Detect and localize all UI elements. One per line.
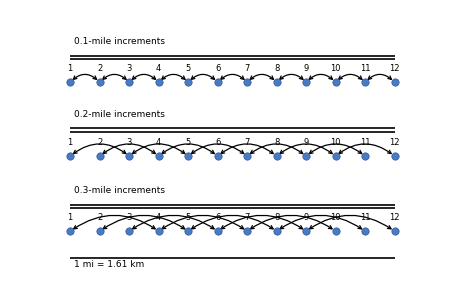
Point [332,80,339,85]
Text: 1 mi = 1.61 km: 1 mi = 1.61 km [74,260,144,268]
Text: 9: 9 [303,213,309,222]
Text: 7: 7 [244,213,250,222]
Text: 3: 3 [126,213,132,222]
Text: 6: 6 [215,64,220,74]
Point [273,229,280,234]
Text: 0.2-mile increments: 0.2-mile increments [74,110,165,119]
Text: 0.3-mile increments: 0.3-mile increments [74,186,165,195]
Point [332,229,339,234]
Point [391,80,398,85]
Text: 11: 11 [360,213,370,222]
Point [391,229,398,234]
Point [126,229,133,234]
Text: 2: 2 [97,64,102,74]
Text: 1: 1 [68,138,73,147]
Point [302,229,310,234]
Point [273,80,280,85]
Point [243,154,251,158]
Point [361,80,369,85]
Point [67,229,74,234]
Text: 4: 4 [156,64,161,74]
Point [273,154,280,158]
Point [243,229,251,234]
Text: 12: 12 [389,138,400,147]
Text: 10: 10 [330,138,341,147]
Point [67,154,74,158]
Text: 0.1-mile increments: 0.1-mile increments [74,38,165,46]
Text: 9: 9 [303,64,309,74]
Point [155,229,162,234]
Text: 2: 2 [97,138,102,147]
Point [126,154,133,158]
Point [214,154,221,158]
Text: 12: 12 [389,64,400,74]
Point [302,154,310,158]
Point [243,80,251,85]
Text: 11: 11 [360,64,370,74]
Text: 7: 7 [244,64,250,74]
Point [214,80,221,85]
Text: 3: 3 [126,64,132,74]
Text: 7: 7 [244,138,250,147]
Text: 12: 12 [389,213,400,222]
Text: 2: 2 [97,213,102,222]
Text: 11: 11 [360,138,370,147]
Text: 6: 6 [215,138,220,147]
Text: 10: 10 [330,64,341,74]
Point [332,154,339,158]
Text: 10: 10 [330,213,341,222]
Point [361,229,369,234]
Text: 8: 8 [274,138,279,147]
Text: 6: 6 [215,213,220,222]
Point [96,229,104,234]
Text: 5: 5 [185,213,191,222]
Text: 1: 1 [68,64,73,74]
Point [214,229,221,234]
Point [391,154,398,158]
Point [302,80,310,85]
Point [155,80,162,85]
Point [96,80,104,85]
Point [155,154,162,158]
Point [96,154,104,158]
Text: 4: 4 [156,138,161,147]
Text: 4: 4 [156,213,161,222]
Point [184,80,192,85]
Point [184,154,192,158]
Text: 1: 1 [68,213,73,222]
Point [361,154,369,158]
Text: 5: 5 [185,64,191,74]
Point [67,80,74,85]
Text: 8: 8 [274,64,279,74]
Text: 8: 8 [274,213,279,222]
Text: 3: 3 [126,138,132,147]
Point [184,229,192,234]
Text: 5: 5 [185,138,191,147]
Text: 9: 9 [303,138,309,147]
Point [126,80,133,85]
